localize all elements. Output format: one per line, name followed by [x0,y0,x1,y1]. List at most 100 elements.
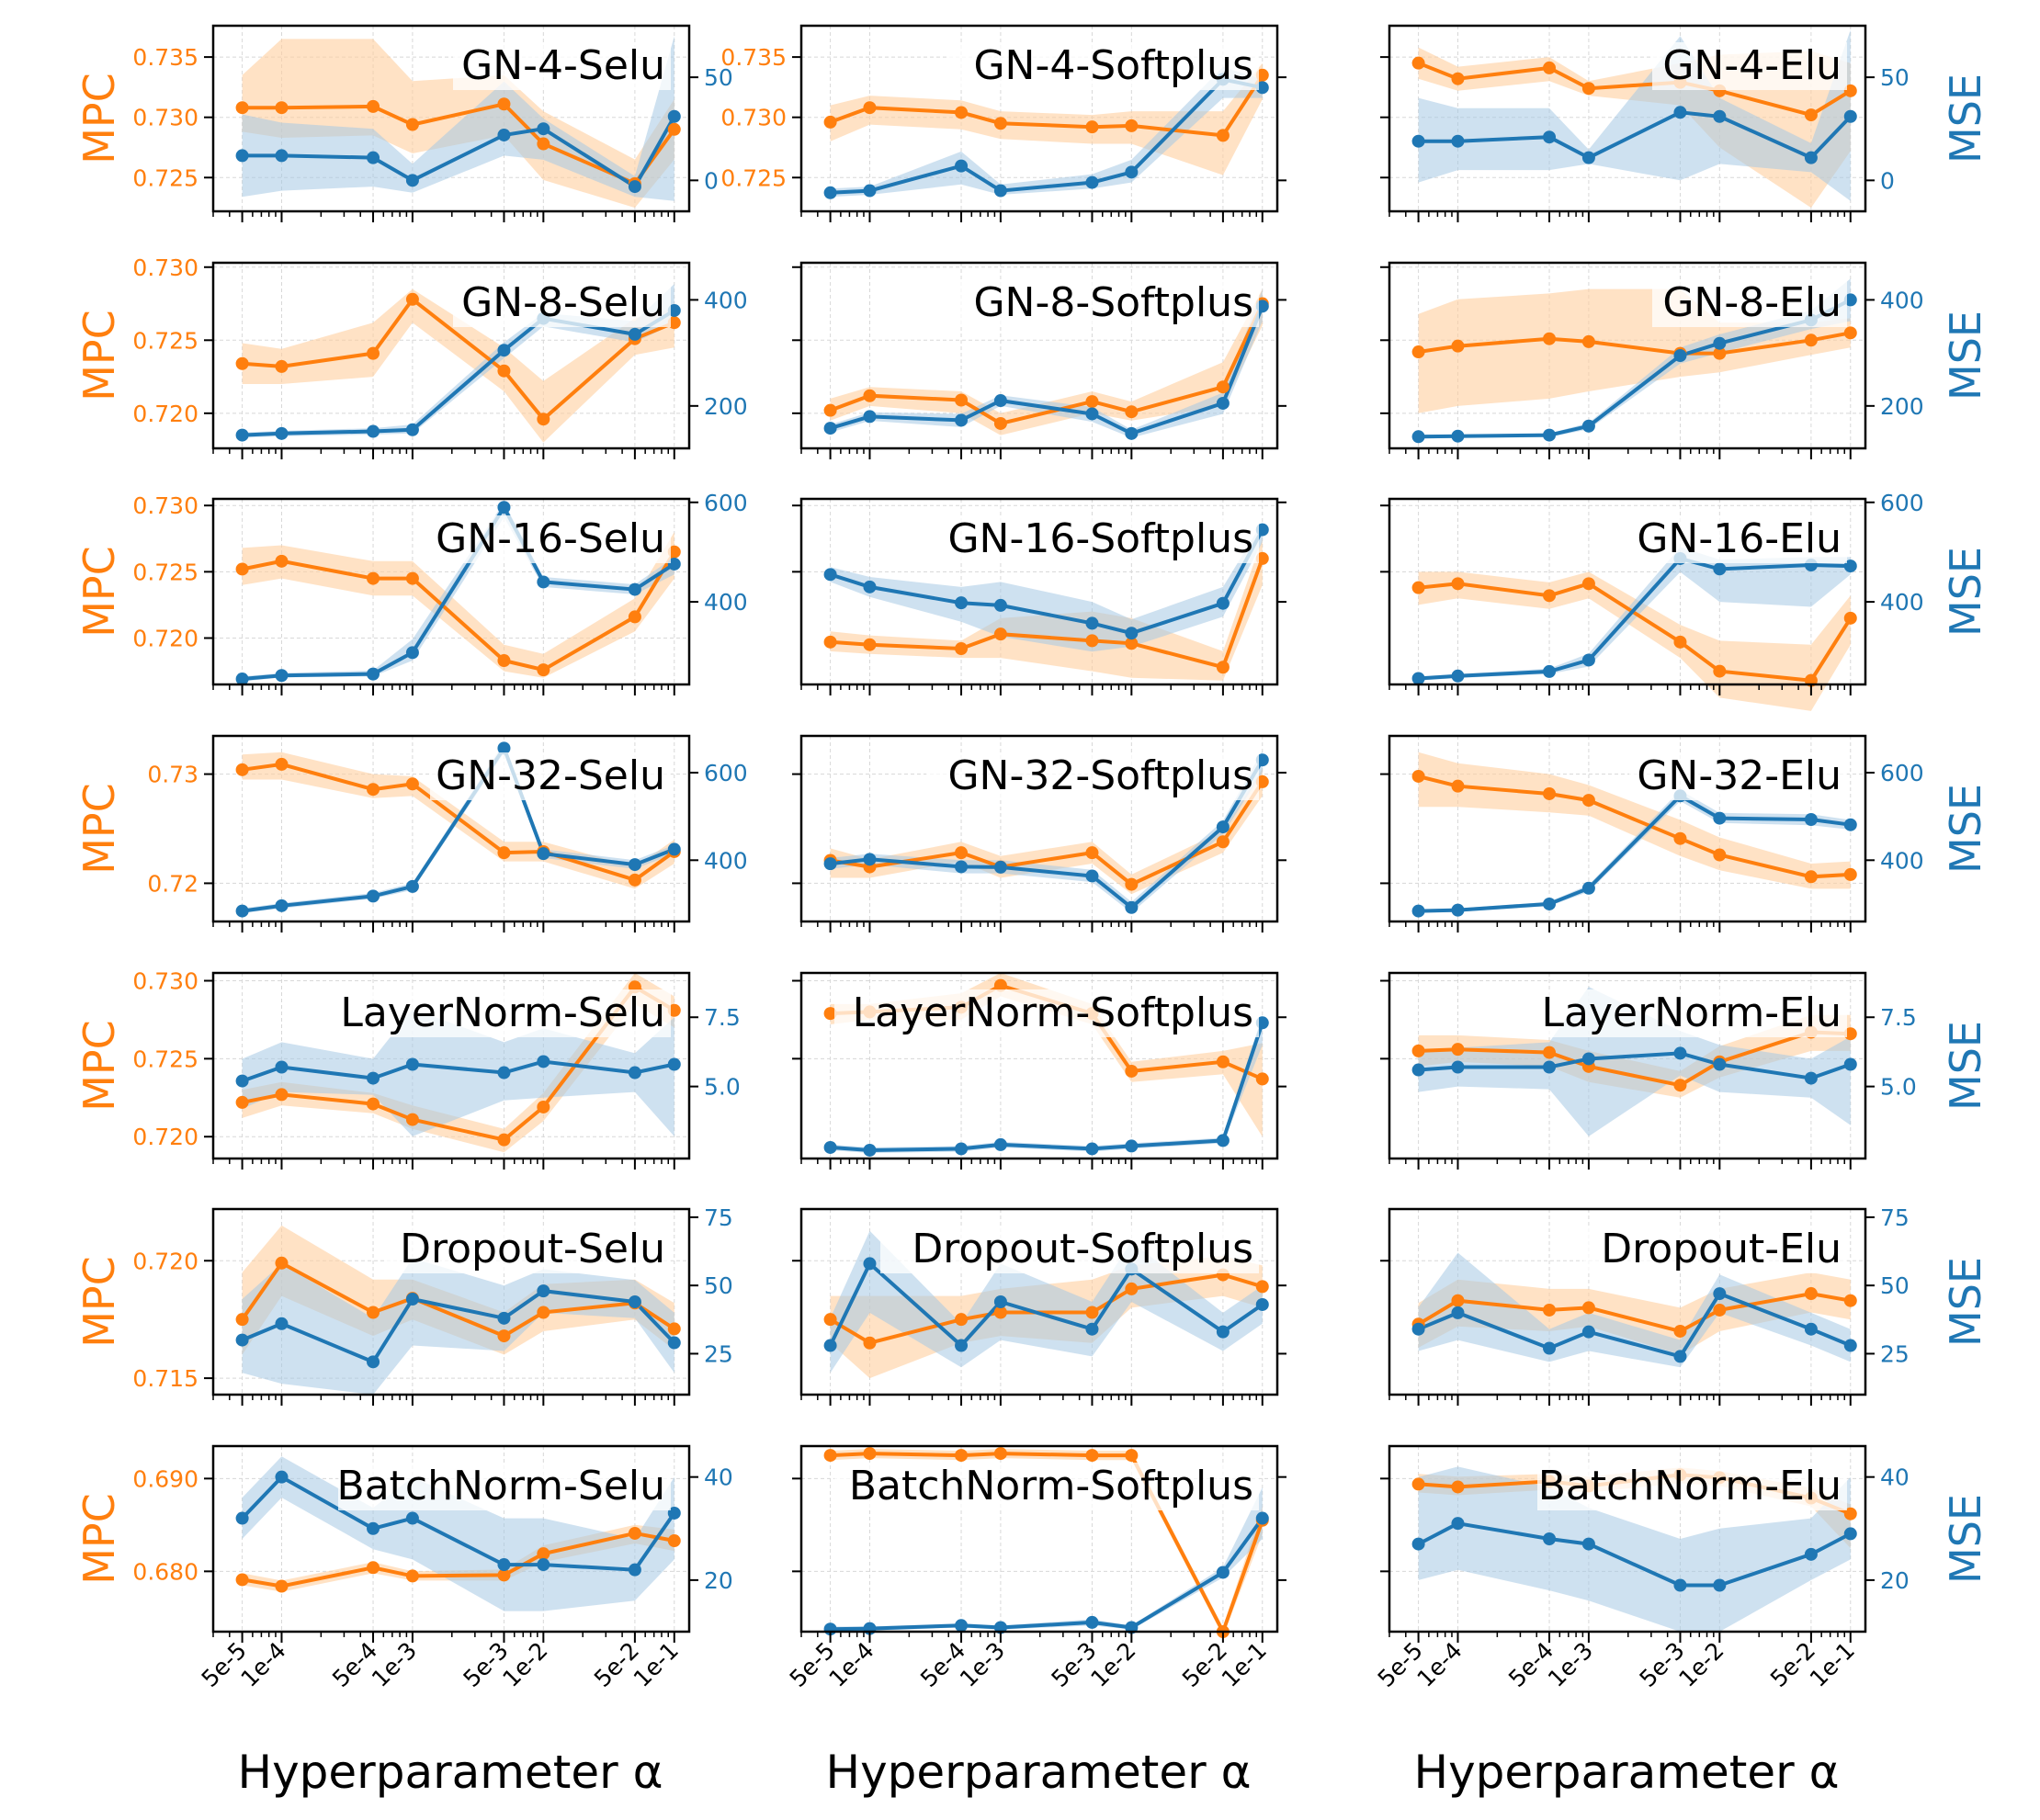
mse-point [1411,904,1425,918]
panel-layernorm-softplus: LayerNorm-Softplus [792,971,1286,1170]
axes-frame [1388,1207,1867,1396]
mpc-point [1125,1064,1139,1078]
panel-title: BatchNorm-Softplus [849,1463,1253,1509]
mpc-tick-label: 0.720 [132,626,198,652]
title-background [1537,1463,1847,1510]
mse-point [667,1057,681,1071]
mse-tick-label: 25 [1880,1340,1910,1367]
mpc-point [1543,332,1557,345]
panel-title: BatchNorm-Selu [337,1463,665,1509]
panel-dropout-elu: Dropout-Elu 25 50 75 MSE [1380,1204,1990,1406]
mse-point [1125,1139,1139,1153]
mpc-point [235,356,249,370]
mse-point [1255,1297,1269,1311]
mse-point [955,1619,969,1633]
mpc-line [240,1260,675,1339]
mse-point [367,424,380,438]
mse-line [242,115,676,189]
mpc-point [955,106,969,119]
mse-point [667,109,681,123]
mpc-point [405,1569,419,1583]
title-background [384,1226,671,1273]
mse-band [830,522,1263,652]
mpc-point [628,1526,641,1540]
mse-tick-label: 40 [1880,1464,1910,1491]
mpc-point [1543,1303,1557,1317]
mpc-point [667,316,681,330]
mpc-line [1418,582,1853,683]
mse-point [405,1511,419,1525]
mse-point [1125,627,1139,640]
panel-gn-32-selu: GN-32-Selu 0.72 0.73 400 600 MPC [74,734,748,933]
mse-point [993,184,1007,198]
mse-point [667,557,681,571]
mse-point [1085,175,1099,189]
mse-axis-label: MSE [1941,311,1990,401]
mpc-tick-label: 0.72 [147,870,198,897]
mpc-point [1216,661,1230,674]
mse-point [993,1295,1007,1308]
mse-point [993,860,1007,874]
title-background [338,989,671,1037]
mse-line [242,309,675,437]
mse-point [405,1057,419,1071]
mse-point [1581,1052,1595,1066]
mse-band [1418,987,1851,1136]
title-background [880,1226,1259,1273]
panel-title: LayerNorm-Selu [340,989,665,1036]
mse-point [405,1293,419,1306]
mpc-point [1673,1324,1687,1338]
mse-point [537,1284,550,1298]
mse-line [1418,110,1853,161]
mse-point [1543,897,1557,910]
mse-point [863,184,877,198]
title-background [949,42,1259,90]
mse-point [993,394,1007,408]
mse-point [1451,429,1465,443]
mpc-point [628,610,641,624]
panel-title: GN-16-Softplus [947,515,1253,562]
mse-point [1451,1306,1465,1319]
title-background [1583,1226,1847,1273]
mse-tick-label: 400 [1880,287,1924,313]
mse-point [1085,1615,1099,1629]
mse-point [1543,1060,1557,1074]
mse-point [1581,653,1595,667]
mpc-point [1843,326,1857,340]
mse-line [241,1059,675,1083]
mse-point [537,1558,550,1572]
mpc-tick-label: 0.735 [720,44,787,71]
mpc-point [275,101,289,115]
mpc-tick-label: 0.720 [132,1124,198,1150]
mse-point [1411,1322,1425,1336]
mse-point [1085,407,1099,421]
mse-point [1411,1537,1425,1551]
mpc-point [1843,1294,1857,1307]
mpc-line [830,1452,1264,1637]
mpc-point [367,1097,380,1111]
mse-line [1418,1051,1852,1080]
mse-point [1843,293,1857,307]
mse-point [1543,1341,1557,1355]
mse-point [275,1060,289,1074]
mpc-tick-label: 0.725 [132,164,198,191]
mpc-point [955,1313,969,1327]
mse-tick-label: 75 [704,1204,733,1231]
panel-gn-16-elu: GN-16-Elu 400 600 MSE [1380,490,1990,711]
mse-line [1418,793,1852,913]
panel-title: GN-4-Elu [1662,42,1842,89]
title-background [1652,279,1847,327]
mpc-tick-label: 0.690 [132,1465,198,1492]
mse-point [537,1055,550,1068]
mpc-point [1451,1294,1465,1307]
mse-point [1543,130,1557,144]
mse-point [497,128,511,141]
axes-frame [1388,734,1867,923]
mse-point [993,1137,1007,1151]
mse-point [537,122,550,136]
mpc-point [1673,1079,1687,1092]
mpc-line [829,73,1264,138]
mse-point [1216,396,1230,410]
mpc-point [235,1573,249,1587]
panel-gn-16-selu: GN-16-Selu 0.720 0.725 0.730 400 600 MPC [74,490,748,695]
